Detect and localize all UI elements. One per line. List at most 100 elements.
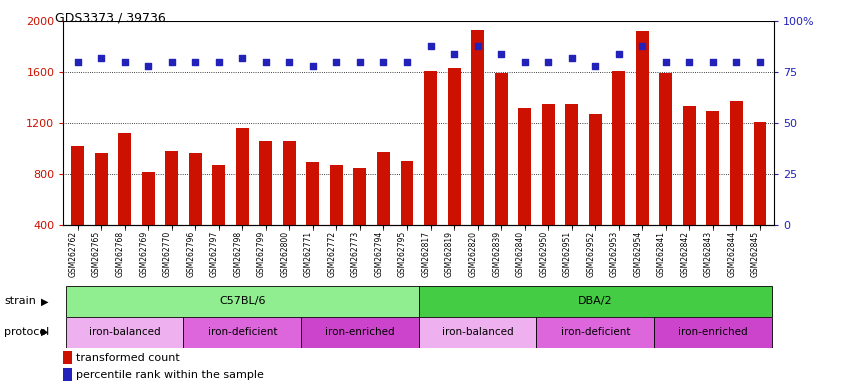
Point (424, 43, 437, 49)
Text: GDS3373 / 39736: GDS3373 / 39736 (55, 12, 166, 25)
Point (71, 59, 85, 65)
Bar (419, 286, 772, 317)
Bar (330, 165, 343, 225)
Text: GSM262843: GSM262843 (704, 231, 713, 277)
Text: transformed count: transformed count (76, 353, 180, 363)
Text: C57BL/6: C57BL/6 (219, 296, 266, 306)
Text: GSM262794: GSM262794 (375, 231, 383, 277)
Point (306, 63, 320, 69)
Text: iron-balanced: iron-balanced (442, 327, 514, 337)
Text: GSM262769: GSM262769 (139, 231, 148, 277)
Text: GSM262798: GSM262798 (233, 231, 242, 277)
Point (376, 59, 390, 65)
Bar (260, 141, 272, 225)
Point (729, 59, 743, 65)
Bar (66, 286, 419, 317)
Point (330, 59, 343, 65)
Bar (283, 141, 296, 225)
Bar (63, 351, 72, 364)
Text: GSM262845: GSM262845 (751, 231, 760, 277)
Bar (636, 31, 649, 225)
Text: GSM262799: GSM262799 (257, 231, 266, 277)
Text: ▶: ▶ (41, 327, 48, 337)
Point (612, 51, 625, 57)
Text: iron-enriched: iron-enriched (678, 327, 748, 337)
Text: GSM262770: GSM262770 (162, 231, 172, 277)
Point (683, 59, 696, 65)
Text: GSM262954: GSM262954 (634, 231, 642, 277)
Point (400, 59, 414, 65)
Bar (565, 104, 578, 225)
Bar (236, 128, 249, 225)
Text: protocol: protocol (4, 327, 49, 337)
Text: DBA/2: DBA/2 (578, 296, 613, 306)
Point (541, 59, 555, 65)
Bar (659, 73, 673, 225)
Bar (654, 317, 772, 348)
Bar (419, 317, 536, 348)
Bar (189, 154, 201, 225)
Point (283, 59, 296, 65)
Bar (536, 317, 654, 348)
Text: GSM262950: GSM262950 (539, 231, 548, 277)
Point (95, 55, 108, 61)
Text: GSM262951: GSM262951 (563, 231, 572, 277)
Text: GSM262819: GSM262819 (445, 231, 454, 277)
Point (141, 63, 155, 69)
Bar (71, 146, 84, 225)
Bar (706, 111, 719, 225)
Bar (184, 317, 301, 348)
Text: GSM262817: GSM262817 (421, 231, 431, 277)
Point (471, 43, 485, 49)
Bar (754, 122, 766, 225)
Text: GSM262952: GSM262952 (586, 231, 596, 277)
Bar (589, 114, 602, 225)
Point (165, 59, 179, 65)
Bar (306, 162, 319, 225)
Text: GSM262820: GSM262820 (469, 231, 478, 277)
Point (353, 59, 366, 65)
Bar (541, 104, 555, 225)
Text: GSM262840: GSM262840 (516, 231, 525, 277)
Point (706, 59, 720, 65)
Text: percentile rank within the sample: percentile rank within the sample (76, 370, 264, 380)
Point (494, 51, 508, 57)
Text: ▶: ▶ (41, 296, 48, 306)
Point (753, 59, 766, 65)
Bar (400, 161, 414, 225)
Text: GSM262844: GSM262844 (728, 231, 736, 277)
Bar (118, 133, 131, 225)
Text: iron-deficient: iron-deficient (561, 327, 630, 337)
Bar (212, 165, 225, 225)
Bar (424, 71, 437, 225)
Point (518, 59, 531, 65)
Text: GSM262796: GSM262796 (186, 231, 195, 277)
Text: GSM262765: GSM262765 (92, 231, 102, 277)
Point (448, 51, 461, 57)
Point (259, 59, 272, 65)
Point (189, 59, 202, 65)
Bar (95, 154, 107, 225)
Bar (66, 317, 184, 348)
Text: iron-balanced: iron-balanced (89, 327, 161, 337)
Text: GSM262773: GSM262773 (351, 231, 360, 277)
Point (212, 59, 226, 65)
Point (565, 55, 579, 61)
Point (235, 55, 249, 61)
Bar (495, 73, 508, 225)
Bar (730, 101, 743, 225)
Text: GSM262772: GSM262772 (327, 231, 337, 277)
Text: GSM262797: GSM262797 (210, 231, 219, 277)
Text: GSM262841: GSM262841 (656, 231, 666, 277)
Text: iron-deficient: iron-deficient (207, 327, 277, 337)
Bar (63, 368, 72, 381)
Bar (141, 172, 155, 225)
Point (589, 63, 602, 69)
Text: iron-enriched: iron-enriched (325, 327, 395, 337)
Text: strain: strain (4, 296, 36, 306)
Text: GSM262795: GSM262795 (398, 231, 407, 277)
Bar (448, 68, 460, 225)
Point (118, 59, 131, 65)
Point (635, 43, 649, 49)
Bar (519, 108, 531, 225)
